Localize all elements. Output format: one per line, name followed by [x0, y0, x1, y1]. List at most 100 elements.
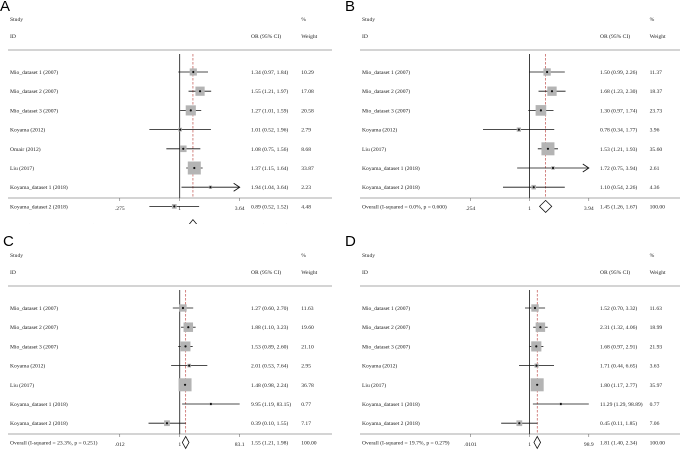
- study-label: Mio_dataset 3 (2007): [10, 107, 58, 114]
- header-id: ID: [10, 34, 16, 40]
- header-weight: Weight: [301, 34, 317, 40]
- point-estimate: [517, 128, 520, 131]
- overall-diamond: [188, 218, 198, 224]
- study-label: Mio_dataset 1 (2007): [10, 305, 58, 312]
- header-or-ci: OR (95% CI): [251, 33, 281, 40]
- overall-weight: 100.00: [301, 440, 317, 446]
- study-weight: 3.63: [650, 364, 660, 370]
- study-weight: 10.29: [301, 70, 314, 76]
- point-estimate: [179, 128, 182, 131]
- point-estimate: [539, 109, 543, 112]
- x-axis-tick-label: 1: [178, 442, 181, 448]
- study-or-ci: 9.95 (1.19, 83.15): [251, 401, 291, 408]
- study-label: Koyama_dataset 1 (2018): [362, 401, 420, 408]
- overall-weight: 100.00: [650, 440, 666, 446]
- header-study: Study: [362, 17, 375, 23]
- study-weight: 36.78: [301, 383, 314, 389]
- overall-or-ci: 1.45 (1.26, 1.67): [600, 203, 637, 210]
- study-weight: 7.06: [650, 421, 660, 427]
- panel-d-letter: D: [345, 233, 356, 250]
- study-label: Liu (2017): [10, 165, 34, 172]
- point-estimate: [536, 383, 539, 386]
- forest-plot-c: Study % ID OR (95% CI) Weight Mio_dataset 1 (…: [8, 253, 332, 450]
- ci-arrow: [582, 163, 590, 173]
- study-label: Mio_dataset 2 (2007): [10, 88, 58, 95]
- study-or-ci: 1.88 (1.10, 3.23): [251, 324, 288, 331]
- header-or-ci: OR (95% CI): [600, 33, 630, 40]
- point-estimate: [209, 402, 212, 406]
- point-estimate: [535, 364, 538, 367]
- point-estimate: [518, 422, 521, 425]
- study-label: Omair (2012): [10, 146, 41, 153]
- study-label: Liu (2017): [362, 146, 386, 153]
- overall-label: Overall (I-squared = 0.0%, p = 0.600): [362, 203, 447, 210]
- study-label: Mio_dataset 1 (2007): [362, 69, 410, 76]
- study-label: Mio_dataset 2 (2007): [10, 324, 58, 331]
- header-percent: %: [301, 253, 306, 259]
- study-or-ci: 1.27 (0.60, 2.70): [251, 305, 288, 312]
- study-weight: 21.10: [301, 344, 314, 350]
- header-study: Study: [10, 17, 23, 23]
- study-label: Koyama (2012): [10, 127, 45, 134]
- study-weight: 33.87: [301, 166, 314, 172]
- x-axis-tick-label: 83.1: [235, 442, 245, 448]
- study-weight: 4.48: [301, 204, 311, 210]
- study-label: Mio_dataset 2 (2007): [362, 324, 410, 331]
- study-or-ci: 1.68 (0.97, 2.91): [600, 343, 637, 350]
- study-label: Koyama_dataset 2 (2018): [362, 184, 420, 191]
- overall-label: Overall (I-squared = 23.3%, p = 0.251): [10, 439, 98, 446]
- header-study: Study: [362, 253, 375, 259]
- study-weight: 35.60: [650, 147, 663, 153]
- study-label: Liu (2017): [362, 382, 386, 389]
- x-axis-tick-label: 1: [528, 442, 531, 448]
- study-label: Koyama_dataset 2 (2018): [10, 420, 68, 427]
- study-or-ci: 1.52 (0.70, 3.32): [600, 305, 637, 312]
- header-id: ID: [362, 270, 368, 276]
- study-label: Liu (2017): [10, 382, 34, 389]
- header-id: ID: [362, 34, 368, 40]
- header-percent: %: [650, 253, 655, 259]
- header-weight: Weight: [650, 270, 666, 276]
- point-estimate: [173, 205, 176, 208]
- study-weight: 11.63: [650, 306, 663, 312]
- header-percent: %: [301, 17, 306, 23]
- point-estimate: [182, 147, 185, 150]
- x-axis-tick-label: 3.94: [584, 206, 594, 212]
- study-or-ci: 0.45 (0.11, 1.85): [600, 420, 637, 427]
- panel-c-letter: C: [3, 233, 14, 250]
- point-estimate: [559, 402, 562, 406]
- study-weight: 2.23: [301, 185, 311, 191]
- study-weight: 23.73: [650, 108, 663, 114]
- point-estimate: [209, 186, 212, 189]
- x-axis-tick-label: .275: [115, 206, 125, 212]
- panel-a-letter: A: [0, 0, 11, 15]
- study-or-ci: 1.34 (0.97, 1.84): [251, 69, 288, 76]
- study-weight: 18.99: [650, 325, 663, 331]
- point-estimate: [193, 166, 196, 170]
- overall-label: Overall (I-squared = 19.7%, p = 0.279): [362, 439, 450, 446]
- study-label: Koyama_dataset 2 (2018): [10, 203, 68, 210]
- study-label: Koyama_dataset 1 (2018): [10, 401, 68, 408]
- study-or-ci: 2.31 (1.32, 4.06): [600, 324, 637, 331]
- study-label: Mio_dataset 3 (2007): [362, 343, 410, 350]
- study-or-ci: 1.55 (1.21, 1.97): [251, 88, 288, 95]
- point-estimate: [546, 147, 550, 150]
- overall-label: Overall (I-squared = 4.0%, p = 0.399): [10, 223, 95, 224]
- x-axis-tick-label: 98.9: [584, 442, 594, 448]
- point-estimate: [551, 166, 555, 170]
- x-axis-tick-label: .0101: [464, 442, 477, 448]
- study-label: Koyama_dataset 2 (2018): [362, 420, 420, 427]
- point-estimate: [183, 383, 187, 386]
- study-or-ci: 1.71 (0.44, 6.65): [600, 363, 637, 370]
- header-weight: Weight: [650, 34, 666, 40]
- point-estimate: [532, 186, 535, 189]
- study-or-ci: 1.80 (1.17, 2.77): [600, 382, 637, 389]
- panel-b-letter: B: [345, 0, 356, 15]
- study-weight: 21.93: [650, 344, 663, 350]
- x-axis-tick-label: 1: [178, 206, 181, 212]
- x-axis-tick-label: .254: [466, 206, 476, 212]
- study-weight: 2.61: [650, 166, 660, 172]
- study-weight: 17.08: [301, 89, 314, 95]
- overall-or-ci: 1.33 (1.20, 1.48): [251, 223, 288, 224]
- study-or-ci: 0.89 (0.52, 1.52): [251, 203, 288, 210]
